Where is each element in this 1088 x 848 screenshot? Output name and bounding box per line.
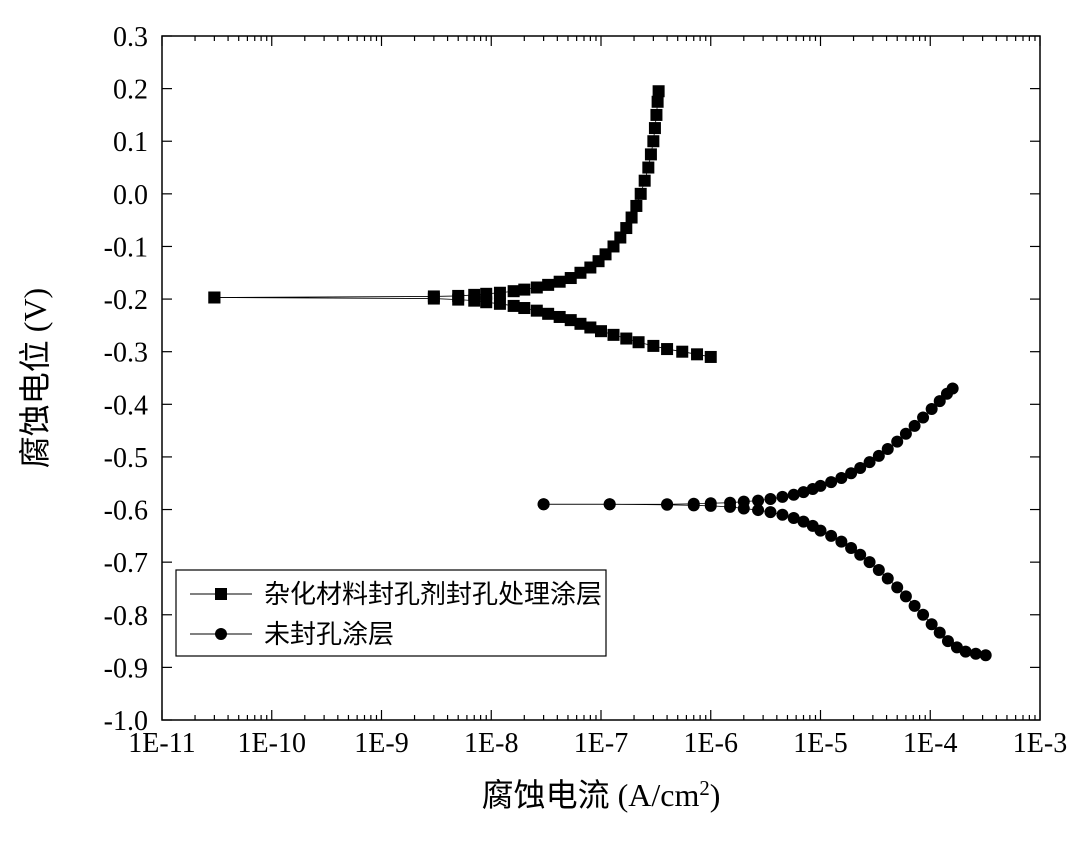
svg-text:-0.7: -0.7 bbox=[104, 548, 148, 579]
svg-text:腐蚀电位 (V): 腐蚀电位 (V) bbox=[17, 288, 53, 468]
svg-text:1E-8: 1E-8 bbox=[464, 728, 518, 759]
svg-text:杂化材料封孔剂封孔处理涂层: 杂化材料封孔剂封孔处理涂层 bbox=[264, 580, 602, 609]
svg-text:0.0: 0.0 bbox=[113, 180, 148, 211]
tafel-chart: 1E-111E-101E-91E-81E-71E-61E-51E-41E-3-1… bbox=[0, 0, 1088, 848]
svg-text:0.2: 0.2 bbox=[113, 75, 148, 106]
svg-text:-0.4: -0.4 bbox=[104, 390, 148, 421]
svg-text:1E-10: 1E-10 bbox=[238, 728, 306, 759]
legend: 杂化材料封孔剂封孔处理涂层未封孔涂层 bbox=[176, 570, 606, 656]
svg-text:未封孔涂层: 未封孔涂层 bbox=[264, 620, 394, 649]
svg-text:-1.0: -1.0 bbox=[104, 706, 148, 737]
svg-text:1E-3: 1E-3 bbox=[1013, 728, 1067, 759]
svg-text:-0.3: -0.3 bbox=[104, 338, 148, 369]
svg-text:-0.1: -0.1 bbox=[104, 232, 148, 263]
svg-text:-0.5: -0.5 bbox=[104, 443, 148, 474]
svg-text:-0.8: -0.8 bbox=[104, 601, 148, 632]
svg-text:1E-5: 1E-5 bbox=[793, 728, 847, 759]
svg-text:1E-4: 1E-4 bbox=[903, 728, 957, 759]
svg-text:1E-9: 1E-9 bbox=[354, 728, 408, 759]
svg-text:-0.6: -0.6 bbox=[104, 496, 148, 527]
svg-text:-0.2: -0.2 bbox=[104, 285, 148, 316]
svg-text:腐蚀电流 (A/cm2): 腐蚀电流 (A/cm2) bbox=[482, 777, 721, 814]
svg-text:0.3: 0.3 bbox=[113, 22, 148, 53]
svg-text:0.1: 0.1 bbox=[113, 127, 148, 158]
svg-text:-0.9: -0.9 bbox=[104, 653, 148, 684]
svg-text:1E-6: 1E-6 bbox=[684, 728, 738, 759]
svg-text:1E-7: 1E-7 bbox=[574, 728, 628, 759]
